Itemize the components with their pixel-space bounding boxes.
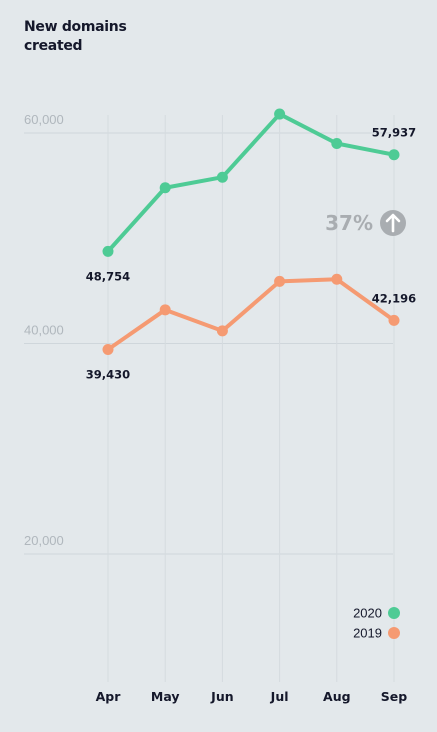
data-point <box>216 325 228 337</box>
data-point <box>216 171 228 183</box>
y-tick-label: 60,000 <box>24 112 64 127</box>
legend-label: 2019 <box>353 626 382 641</box>
arrow-up-circle-icon <box>380 210 406 236</box>
growth-percentage: 37% <box>325 211 373 235</box>
y-tick-label: 40,000 <box>24 323 64 338</box>
data-point <box>102 245 114 257</box>
x-tick-label: Sep <box>381 689 407 704</box>
data-point <box>274 275 286 287</box>
data-point <box>331 273 343 285</box>
data-point <box>159 304 171 316</box>
data-label: 42,196 <box>372 291 416 305</box>
x-tick-label: Apr <box>96 689 122 704</box>
x-tick-label: May <box>151 689 180 704</box>
data-label: 39,430 <box>86 367 130 381</box>
data-point <box>159 182 171 194</box>
x-tick-label: Aug <box>323 689 351 704</box>
data-label: 48,754 <box>86 269 130 283</box>
series-line-2020 <box>106 112 396 254</box>
x-tick-label: Jul <box>270 689 289 704</box>
legend-label: 2020 <box>353 606 382 621</box>
data-point <box>102 343 114 355</box>
data-point <box>388 314 400 326</box>
legend-marker <box>388 607 400 619</box>
y-tick-label: 20,000 <box>24 533 64 548</box>
data-point <box>388 149 400 161</box>
chart-title: New domains created <box>24 19 127 54</box>
legend-marker <box>388 627 400 639</box>
data-point <box>331 138 343 150</box>
data-point <box>274 108 286 120</box>
data-label: 57,937 <box>372 126 416 140</box>
x-tick-label: Jun <box>210 689 233 704</box>
series-line-2019 <box>106 277 396 352</box>
